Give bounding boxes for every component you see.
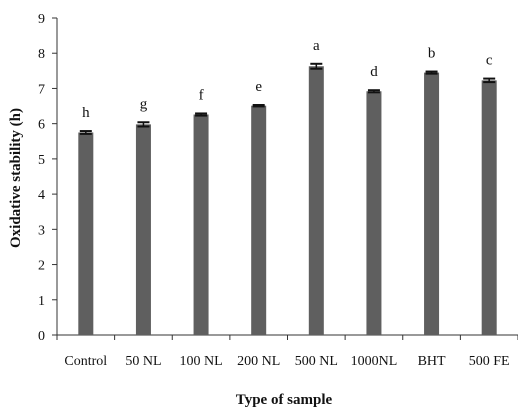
bar [78, 132, 94, 335]
bar [481, 80, 497, 336]
y-tick-label: 6 [38, 118, 45, 133]
bar [424, 72, 440, 335]
significance-label: e [255, 79, 262, 95]
y-tick-label: 4 [38, 188, 45, 203]
significance-label: g [140, 96, 148, 112]
y-tick-label: 1 [38, 294, 45, 309]
x-axis-title: Type of sample [236, 392, 333, 408]
y-tick-label: 0 [38, 329, 45, 344]
x-tick-label: BHT [418, 354, 446, 369]
significance-label: c [486, 53, 493, 69]
significance-label: a [313, 38, 320, 54]
y-tick-label: 5 [38, 153, 45, 168]
y-tick-label: 8 [38, 47, 45, 62]
x-tick-label: 500 FE [469, 354, 510, 369]
x-tick-label: 1000NL [351, 354, 398, 369]
y-tick-label: 7 [38, 82, 45, 97]
x-tick-label: Control [64, 354, 107, 369]
bar [251, 105, 267, 335]
significance-label: b [428, 46, 436, 62]
y-tick-label: 3 [38, 223, 45, 238]
x-tick-label: 100 NL [179, 354, 222, 369]
bar [135, 124, 151, 335]
x-tick-label: 200 NL [237, 354, 280, 369]
x-tick-label: 50 NL [125, 354, 161, 369]
y-tick-label: 2 [38, 259, 45, 274]
bar [308, 66, 324, 335]
bar [366, 91, 382, 335]
y-axis-title: Oxidative stability (h) [8, 108, 24, 248]
x-tick-label: 500 NL [295, 354, 338, 369]
significance-label: f [199, 87, 204, 103]
bar [193, 114, 209, 336]
y-tick-label: 9 [38, 12, 45, 27]
significance-label: d [370, 64, 378, 80]
significance-label: h [82, 105, 90, 121]
